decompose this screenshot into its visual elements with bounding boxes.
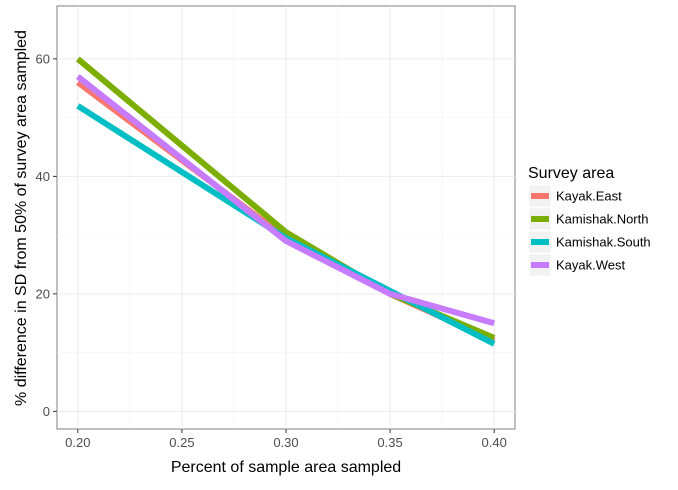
y-tick-label: 0 bbox=[43, 404, 50, 419]
legend-label: Kayak.East bbox=[556, 189, 622, 204]
y-axis-ticks: 0 20 40 60 bbox=[36, 51, 57, 419]
x-axis-title: Percent of sample area sampled bbox=[171, 459, 401, 476]
y-axis-title: % difference in SD from 50% of survey ar… bbox=[13, 30, 30, 406]
x-tick-label: 0.25 bbox=[169, 435, 194, 450]
x-tick-label: 0.35 bbox=[377, 435, 402, 450]
grid-lines bbox=[57, 6, 515, 429]
legend-label: Kamishak.North bbox=[556, 212, 648, 227]
legend-item-kayak-east: Kayak.East bbox=[528, 184, 622, 208]
series-lines bbox=[75, 56, 496, 347]
y-tick-label: 60 bbox=[36, 51, 50, 66]
x-axis-ticks: 0.20 0.25 0.30 0.35 0.40 bbox=[65, 429, 507, 450]
legend: Survey area Kayak.East Kamishak.North Kami… bbox=[528, 165, 651, 277]
x-tick-label: 0.40 bbox=[482, 435, 507, 450]
legend-label: Kayak.West bbox=[556, 258, 626, 273]
legend-label: Kamishak.South bbox=[556, 235, 651, 250]
series-line-kayak-west bbox=[75, 74, 496, 327]
x-tick-label: 0.20 bbox=[65, 435, 90, 450]
legend-item-kayak-west: Kayak.West bbox=[528, 253, 626, 277]
legend-item-kamishak-south: Kamishak.South bbox=[528, 230, 651, 254]
legend-item-kamishak-north: Kamishak.North bbox=[528, 207, 648, 231]
x-tick-label: 0.30 bbox=[273, 435, 298, 450]
legend-title: Survey area bbox=[528, 165, 614, 182]
legend-items: Kayak.East Kamishak.North Kamishak.South Ka… bbox=[528, 184, 651, 277]
y-tick-label: 20 bbox=[36, 286, 50, 301]
y-tick-label: 40 bbox=[36, 169, 50, 184]
